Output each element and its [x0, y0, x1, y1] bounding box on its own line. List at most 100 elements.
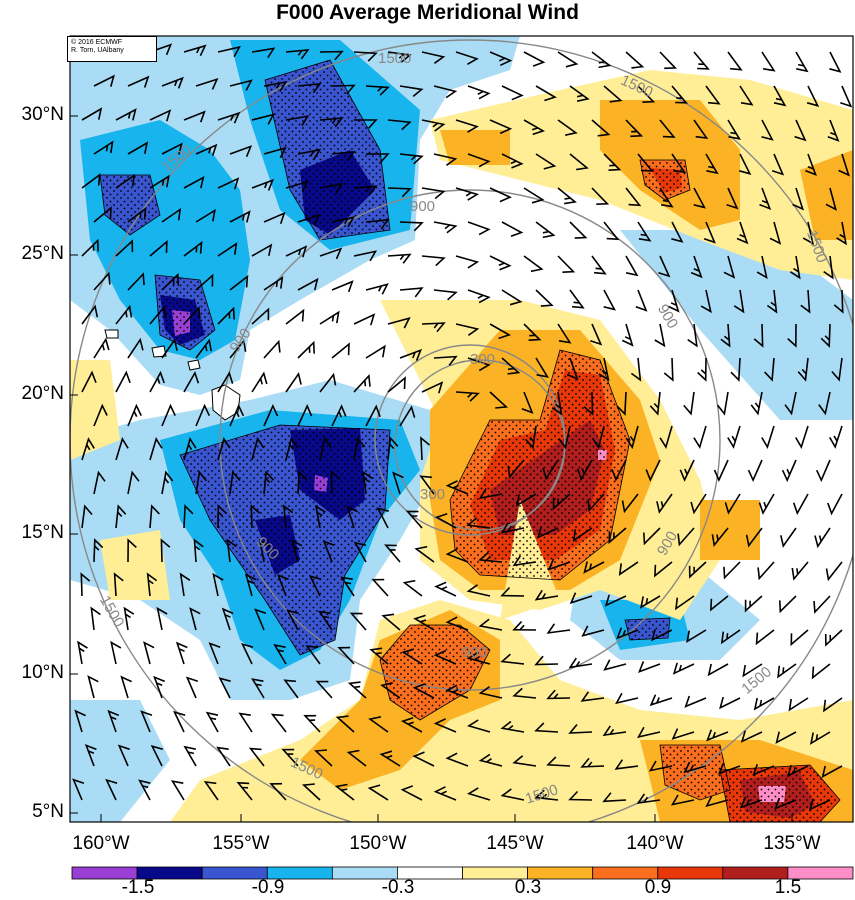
- wind-barb: [241, 642, 254, 665]
- wind-barb: [93, 206, 112, 223]
- wind-barb: [730, 357, 741, 382]
- wind-barb: [387, 51, 412, 63]
- wind-barb: [773, 85, 787, 107]
- wind-barb: [149, 370, 165, 393]
- wind-barb: [297, 340, 315, 359]
- wind-barb: [229, 339, 247, 359]
- wind-barb: [455, 323, 480, 336]
- wind-barb: [649, 694, 673, 707]
- wind-barb: [379, 750, 401, 767]
- wind-barb: [140, 710, 153, 733]
- wind-barb: [671, 728, 695, 740]
- wind-barb: [401, 648, 423, 665]
- wind-barb: [523, 119, 546, 136]
- wind-barb: [775, 731, 797, 744]
- wind-barb: [630, 357, 642, 382]
- wind-barb: [568, 790, 593, 801]
- wind-barb: [825, 187, 837, 211]
- wind-barb: [625, 51, 645, 69]
- wind-barb: [229, 403, 245, 427]
- wind-barb: [758, 493, 775, 515]
- wind-barb: [149, 174, 170, 189]
- lon-label: 160°W: [72, 833, 130, 854]
- wind-barb: [523, 323, 542, 341]
- wind-barb: [353, 436, 366, 461]
- wind-barb: [618, 561, 639, 576]
- wind-barb: [335, 715, 355, 733]
- wind-barb: [330, 470, 341, 495]
- wind-barb: [466, 787, 491, 801]
- wind-barb: [387, 376, 406, 393]
- wind-barb: [654, 561, 673, 578]
- wind-barb: [774, 797, 797, 810]
- wind-barb: [637, 726, 661, 739]
- wind-barb: [93, 140, 114, 155]
- wind-barb: [218, 677, 231, 699]
- wind-barb: [794, 119, 807, 142]
- wind-barb: [156, 606, 168, 631]
- wind-barb: [604, 594, 627, 607]
- wind-barb: [820, 323, 831, 348]
- wind-barb: [643, 527, 661, 546]
- wind-barb: [149, 109, 172, 122]
- contour-label: 1500: [378, 50, 412, 67]
- wind-barb: [413, 614, 435, 631]
- map-title: F000 Average Meridional Wind: [276, 1, 579, 24]
- wind-barb: [705, 795, 729, 808]
- wind-barb: [195, 208, 216, 223]
- wind-barb: [621, 323, 634, 347]
- wind-barb: [534, 589, 559, 601]
- wind-barb: [659, 187, 674, 208]
- wind-barb: [705, 85, 721, 105]
- wind-barb: [693, 187, 706, 209]
- wind-barb: [263, 403, 279, 427]
- wind-barb: [761, 119, 774, 141]
- wind-barb: [693, 425, 707, 450]
- wind-barb: [331, 150, 356, 162]
- wind-barb: [72, 778, 85, 801]
- wind-barb: [387, 119, 412, 131]
- wind-barb: [285, 371, 302, 393]
- colorbar-swatch: [787, 866, 854, 880]
- wind-barb: [285, 180, 309, 193]
- wind-barb: [840, 85, 853, 108]
- wind-barb: [248, 747, 265, 767]
- wind-barb: [478, 551, 503, 563]
- wind-barb: [229, 470, 241, 495]
- wind-barb: [603, 659, 627, 671]
- wind-barb: [74, 709, 86, 733]
- wind-barb: [833, 289, 844, 314]
- wind-barb: [115, 304, 133, 325]
- wind-barb: [781, 459, 797, 483]
- wind-barb: [251, 243, 273, 257]
- wind-barb: [822, 697, 843, 713]
- hawaiian-islands: [104, 329, 241, 421]
- wind-barb: [226, 538, 237, 563]
- wind-barb: [591, 187, 610, 205]
- wind-barb: [170, 780, 185, 801]
- wind-barb: [569, 221, 588, 239]
- wind-barb: [282, 504, 294, 529]
- wind-barb: [466, 584, 491, 597]
- wind-barb: [580, 691, 605, 702]
- wind-barb: [608, 527, 627, 545]
- wind-barb: [455, 391, 480, 402]
- wind-barb: [419, 475, 435, 495]
- wind-barb: [740, 730, 763, 743]
- wind-barb: [455, 51, 479, 65]
- wind-barb: [501, 289, 523, 306]
- wind-barb: [195, 273, 214, 291]
- wind-barb: [445, 480, 469, 495]
- wind-barb: [263, 211, 286, 224]
- wind-barb: [707, 663, 729, 677]
- wind-barb: [365, 283, 389, 295]
- wind-barb: [161, 403, 176, 427]
- wind-barb: [208, 642, 221, 665]
- wind-barb: [671, 153, 687, 174]
- wind-barb: [400, 716, 423, 733]
- wind-barb: [93, 337, 110, 359]
- wind-barb: [557, 187, 577, 205]
- wind-barb: [161, 470, 174, 495]
- wind-barb: [736, 221, 749, 245]
- wind-barb: [581, 625, 605, 637]
